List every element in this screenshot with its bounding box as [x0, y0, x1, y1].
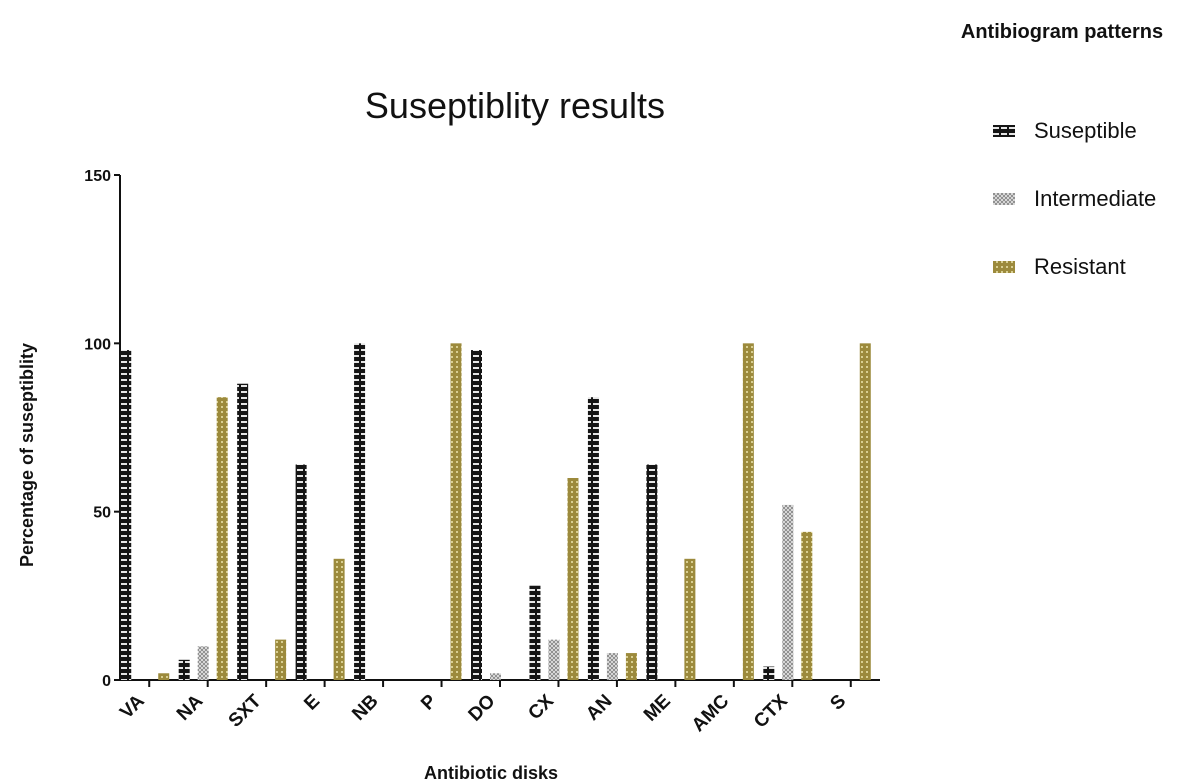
bar-resistant-an: [625, 653, 637, 680]
bar-suseptible-cx: [529, 585, 541, 680]
legend-swatch-resistant: [993, 261, 1015, 273]
x-tick-label: SXT: [225, 690, 266, 731]
bar-intermediate-ctx: [782, 504, 794, 680]
bar-resistant-p: [450, 343, 462, 680]
x-tick-label: ME: [640, 691, 675, 726]
bar-resistant-e: [333, 558, 345, 680]
x-tick-label: CX: [524, 690, 558, 724]
bar-suseptible-an: [587, 397, 599, 680]
bar-suseptible-na: [178, 659, 190, 680]
bar-suseptible-ctx: [763, 666, 775, 680]
x-tick-label: VA: [116, 690, 149, 723]
x-tick-label: E: [300, 691, 324, 715]
bar-suseptible-sxt: [237, 383, 249, 680]
legend-swatch-intermediate: [993, 193, 1015, 205]
x-tick-label: AN: [582, 691, 616, 725]
category-labels: VA NA SXT E NB P DO CX AN ME AMC CTX S: [116, 690, 850, 736]
legend-swatch-suseptible: [993, 125, 1015, 137]
bar-intermediate-na: [197, 646, 209, 680]
x-tick-label: DO: [465, 691, 500, 726]
bar-suseptible-nb: [354, 343, 366, 680]
bar-resistant-sxt: [275, 639, 287, 680]
bar-resistant-cx: [567, 478, 579, 680]
x-tick-label: NA: [173, 690, 207, 724]
y-tick-label: 0: [102, 673, 111, 690]
y-axis: 0 50 100 150: [84, 168, 121, 690]
x-tick-label: CTX: [750, 690, 792, 732]
bar-intermediate-do: [490, 673, 501, 680]
bar-intermediate-cx: [548, 639, 560, 680]
bar-intermediate-an: [606, 653, 618, 680]
x-axis-label: Antibiotic disks: [424, 763, 558, 783]
x-tick-label: NB: [348, 691, 382, 725]
bar-suseptible-me: [646, 464, 658, 680]
y-tick-label: 100: [84, 336, 111, 353]
bar-resistant-s: [859, 343, 871, 680]
x-tick-label: P: [417, 690, 441, 714]
chart-title: Suseptiblity results: [365, 85, 665, 126]
legend: Antibiogram patterns Suseptible Intermedi…: [961, 21, 1163, 279]
bars: [120, 343, 871, 680]
y-tick-label: 150: [84, 168, 111, 185]
legend-label-intermediate: Intermediate: [1034, 186, 1156, 211]
bar-suseptible-do: [471, 350, 482, 680]
y-axis-label: Percentage of suseptiblity: [17, 343, 37, 567]
legend-label-suseptible: Suseptible: [1034, 118, 1137, 143]
x-tick-label: AMC: [688, 690, 734, 736]
bar-resistant-va: [158, 673, 170, 680]
bar-resistant-me: [684, 558, 696, 680]
bar-suseptible-va: [120, 350, 132, 680]
bar-suseptible-e: [295, 464, 307, 680]
legend-title: Antibiogram patterns: [961, 21, 1163, 43]
x-axis: [120, 679, 880, 687]
legend-label-resistant: Resistant: [1034, 254, 1126, 279]
y-tick-label: 50: [93, 505, 111, 522]
bar-resistant-na: [216, 397, 228, 680]
bar-resistant-ctx: [801, 531, 813, 680]
x-tick-label: S: [826, 691, 850, 715]
bar-resistant-amc: [742, 343, 754, 680]
